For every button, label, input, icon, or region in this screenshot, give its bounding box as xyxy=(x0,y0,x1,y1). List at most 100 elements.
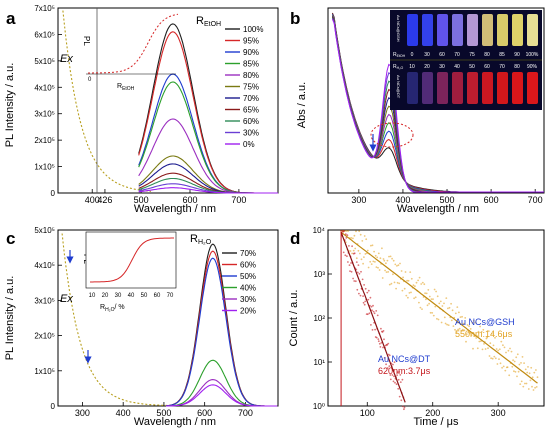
panel-d-data-point xyxy=(506,366,509,369)
panel-c-ytick-label: 1x10⁵ xyxy=(34,367,55,376)
panel-d-data-point xyxy=(443,302,445,305)
panel-d-data-point xyxy=(354,280,357,283)
panel-d-data-point xyxy=(350,262,352,264)
panel-d-data-point xyxy=(371,329,374,331)
panel-a-ytick-label: 5x10⁵ xyxy=(34,57,55,66)
panel-d-data-point xyxy=(383,357,386,359)
panel-d-data-point xyxy=(382,346,384,349)
panel-c-inset-xlabel: RH₂O/ % xyxy=(100,304,125,313)
panel-c-legend-label: 30% xyxy=(240,295,256,304)
panel-d-data-point xyxy=(399,262,401,265)
panel-a-xtick-label: 500 xyxy=(134,195,149,205)
panel-d-data-point xyxy=(344,233,347,236)
panel-b-vial-top xyxy=(482,14,493,46)
panel-a-legend-label: 90% xyxy=(243,48,259,57)
panel-d-data-point xyxy=(389,378,392,381)
panel-d-data-point xyxy=(374,254,377,257)
panel-d-data-point xyxy=(527,388,530,390)
panel-d-data-point xyxy=(454,312,457,315)
panel-b-side-label-top: Au NCs@GSH xyxy=(396,15,401,42)
panel-d-data-point xyxy=(535,369,537,371)
panel-d-data-point xyxy=(403,287,406,290)
panel-b-letter: b xyxy=(290,9,300,28)
panel-d-data-point xyxy=(528,372,531,375)
panel-a-legend-label: 95% xyxy=(243,37,259,46)
panel-d-data-point xyxy=(511,365,514,368)
panel-b-vial-top-label: 60 xyxy=(439,52,445,58)
panel-d-data-point xyxy=(451,309,454,312)
panel-a-ytick-label: 2x10⁵ xyxy=(34,136,55,145)
panel-d-data-point xyxy=(525,382,528,385)
panel-b-vial-top-label: 100% xyxy=(526,52,539,58)
panel-d-data-point xyxy=(353,234,356,237)
panel-d-data-point xyxy=(359,252,361,255)
panel-c-legend-label: 20% xyxy=(240,307,256,316)
panel-b-vial-top-label: 0 xyxy=(411,52,414,58)
panel-d-data-point xyxy=(388,365,391,367)
panel-d-data-point xyxy=(516,353,519,356)
panel-d-data-point xyxy=(397,264,400,267)
panel-d-data-point xyxy=(418,276,421,279)
panel-d-data-point xyxy=(373,312,376,315)
panel-d-data-point xyxy=(463,329,466,332)
panel-d-data-point xyxy=(491,333,493,335)
panel-b-vial-top xyxy=(497,14,508,46)
panel-c-ytick-label: 2x10⁵ xyxy=(34,332,55,341)
panel-d-data-point xyxy=(374,328,376,331)
panel-c-legend-label: 50% xyxy=(240,272,256,281)
panel-d-data-point xyxy=(509,347,511,350)
panel-d-data-point xyxy=(425,292,428,295)
panel-d-data-point xyxy=(436,317,438,320)
panel-d-data-point xyxy=(489,342,492,345)
panel-b-vial-bottom-label: 90% xyxy=(527,64,538,70)
panel-a-legend-label: 65% xyxy=(243,106,259,115)
panel-d-data-point xyxy=(399,381,402,383)
panel-b-highlight-ellipse xyxy=(370,122,414,148)
panel-c-xtick-label: 300 xyxy=(75,408,90,418)
panel-d-data-point xyxy=(396,371,399,374)
panel-a-pl-label: PL xyxy=(82,36,91,46)
panel-d-data-point xyxy=(458,327,461,330)
panel-d-data-point xyxy=(380,341,383,344)
panel-b-frame xyxy=(327,7,545,194)
panel-d-data-point xyxy=(498,348,501,351)
panel-a-ytick-label: 7x10⁵ xyxy=(34,4,55,13)
panel-d-data-point xyxy=(455,331,458,334)
panel-d-data-point xyxy=(391,374,394,376)
panel-d-data-point xyxy=(377,266,379,269)
panel-d-data-point xyxy=(370,244,372,247)
panel-d-data-point xyxy=(490,357,492,360)
panel-d-data-point xyxy=(359,294,362,297)
panel-c-letter: c xyxy=(6,229,15,248)
panel-d-data-point xyxy=(385,262,387,265)
panel-b-vial-top-label: 75 xyxy=(469,52,475,58)
panel-d-data-point xyxy=(393,361,396,363)
panel-d-data-point xyxy=(471,321,474,324)
panel-d-data-point xyxy=(428,302,430,305)
panel-d-data-point xyxy=(513,370,515,373)
panel-b-xtick-label: 300 xyxy=(351,195,366,205)
panel-b-vial-bottom-label: 50 xyxy=(469,64,475,70)
panel-d-data-point xyxy=(368,312,371,315)
panel-d-data-point xyxy=(498,358,500,360)
panel-d-data-point xyxy=(520,380,523,383)
panel-d-data-point xyxy=(532,389,535,391)
panel-d-data-point xyxy=(343,230,346,232)
panel-d-data-point xyxy=(366,291,369,294)
panel-c-legend-label: 70% xyxy=(240,249,256,258)
panel-b-vial-bottom xyxy=(437,72,448,104)
panel-b-vial-top-label: 90 xyxy=(514,52,520,58)
panel-d-data-point xyxy=(457,328,459,331)
panel-a-legend-label: 100% xyxy=(243,25,263,34)
panel-d-data-point xyxy=(375,266,378,268)
panel-d-data-point xyxy=(362,301,365,304)
panel-c-legend-label: 40% xyxy=(240,284,256,293)
panel-d-data-point xyxy=(496,363,499,365)
panel-d-data-point xyxy=(428,295,431,298)
panel-b-vial-top xyxy=(422,14,433,46)
panel-d-data-point xyxy=(370,305,373,308)
panel-d-data-point xyxy=(402,405,404,408)
panel-d-data-point xyxy=(480,330,483,333)
panel-d-data-point xyxy=(493,355,496,358)
